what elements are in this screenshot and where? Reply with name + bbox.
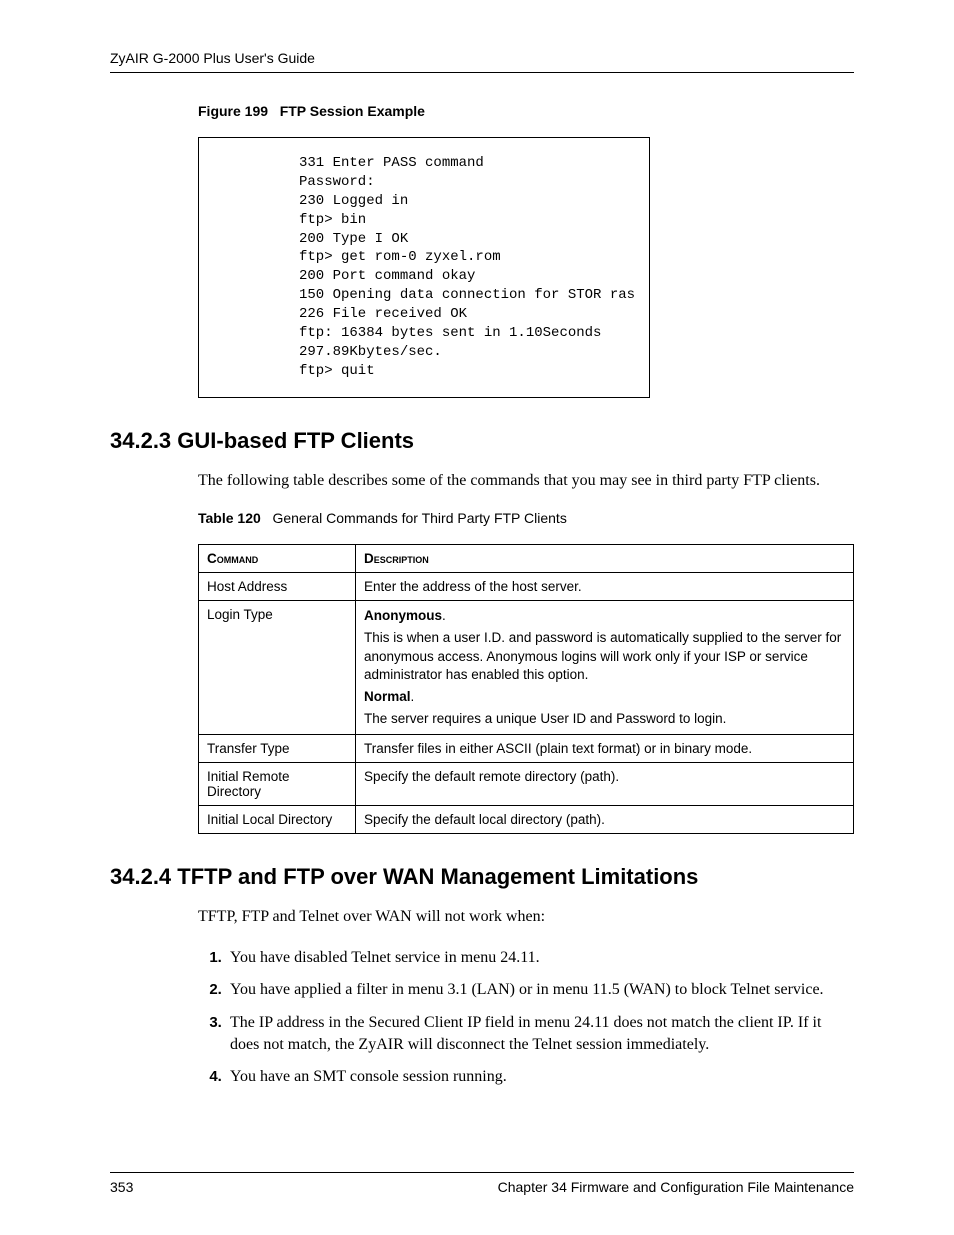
- table-header-row: Command Description: [199, 545, 854, 573]
- code-line: 226 File received OK: [299, 306, 467, 322]
- section-intro-tftp-wan: TFTP, FTP and Telnet over WAN will not w…: [198, 906, 854, 928]
- norm-text: The server requires a unique User ID and…: [364, 710, 845, 728]
- list-item: You have an SMT console session running.: [226, 1066, 854, 1088]
- table-row: Initial Local Directory Specify the defa…: [199, 806, 854, 834]
- code-line: 230 Logged in: [299, 193, 408, 209]
- anon-label: Anonymous: [364, 608, 442, 623]
- table-label: Table 120: [198, 510, 261, 526]
- page-number: 353: [110, 1179, 133, 1195]
- list-item: You have disabled Telnet service in menu…: [226, 947, 854, 969]
- code-line: ftp> bin: [299, 212, 366, 228]
- code-line: 150 Opening data connection for STOR ras: [299, 287, 635, 303]
- cmd-cell: Transfer Type: [199, 735, 356, 763]
- cmd-cell: Login Type: [199, 601, 356, 735]
- ftp-session-code: 331 Enter PASS command Password: 230 Log…: [198, 137, 650, 398]
- col-description: Description: [356, 545, 854, 573]
- code-line: 200 Port command okay: [299, 268, 475, 284]
- code-line: 297.89Kbytes/sec.: [299, 344, 442, 360]
- list-item: The IP address in the Secured Client IP …: [226, 1012, 854, 1057]
- cmd-cell: Initial Remote Directory: [199, 763, 356, 806]
- code-line: 331 Enter PASS command: [299, 155, 484, 171]
- table-row: Login Type Anonymous. This is when a use…: [199, 601, 854, 735]
- code-line: ftp> get rom-0 zyxel.rom: [299, 249, 501, 265]
- cmd-cell: Initial Local Directory: [199, 806, 356, 834]
- desc-cell: Specify the default remote directory (pa…: [356, 763, 854, 806]
- table-title: General Commands for Third Party FTP Cli…: [272, 510, 566, 526]
- col-command: Command: [199, 545, 356, 573]
- desc-cell: Transfer files in either ASCII (plain te…: [356, 735, 854, 763]
- page-footer: 353 Chapter 34 Firmware and Configuratio…: [110, 1172, 854, 1195]
- desc-cell: Enter the address of the host server.: [356, 573, 854, 601]
- chapter-title: Chapter 34 Firmware and Configuration Fi…: [498, 1179, 854, 1195]
- limitations-list: You have disabled Telnet service in menu…: [198, 947, 854, 1089]
- desc-cell: Anonymous. This is when a user I.D. and …: [356, 601, 854, 735]
- section-heading-tftp-wan: 34.2.4 TFTP and FTP over WAN Management …: [110, 864, 854, 890]
- figure-title: FTP Session Example: [280, 103, 425, 119]
- page: ZyAIR G-2000 Plus User's Guide Figure 19…: [0, 0, 954, 1235]
- section-intro-gui-ftp: The following table describes some of th…: [198, 470, 854, 492]
- col-command-label: Command: [207, 551, 258, 566]
- figure-label: Figure 199: [198, 103, 268, 119]
- table-caption: Table 120 General Commands for Third Par…: [198, 510, 854, 526]
- col-description-label: Description: [364, 551, 429, 566]
- section-heading-gui-ftp: 34.2.3 GUI-based FTP Clients: [110, 428, 854, 454]
- figure-caption: Figure 199 FTP Session Example: [198, 103, 854, 119]
- cmd-cell: Host Address: [199, 573, 356, 601]
- desc-cell: Specify the default local directory (pat…: [356, 806, 854, 834]
- list-item: You have applied a filter in menu 3.1 (L…: [226, 979, 854, 1001]
- code-line: Password:: [299, 174, 375, 190]
- code-line: ftp> quit: [299, 363, 375, 379]
- table-row: Initial Remote Directory Specify the def…: [199, 763, 854, 806]
- table-row: Host Address Enter the address of the ho…: [199, 573, 854, 601]
- anon-text: This is when a user I.D. and password is…: [364, 629, 845, 684]
- code-line: 200 Type I OK: [299, 231, 408, 247]
- ftp-commands-table: Command Description Host Address Enter t…: [198, 544, 854, 834]
- table-row: Transfer Type Transfer files in either A…: [199, 735, 854, 763]
- running-head: ZyAIR G-2000 Plus User's Guide: [110, 50, 854, 73]
- norm-label: Normal: [364, 689, 411, 704]
- code-line: ftp: 16384 bytes sent in 1.10Seconds: [299, 325, 601, 341]
